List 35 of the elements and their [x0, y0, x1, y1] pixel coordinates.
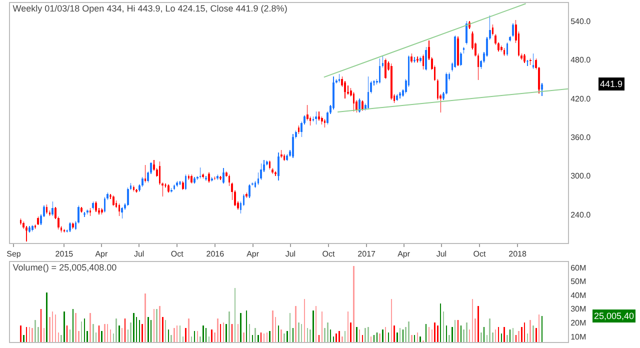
- y-tick-label: 480.0: [570, 56, 592, 65]
- y-tick-label: 50M: [570, 277, 586, 286]
- candlestick: [416, 56, 418, 62]
- y-tick-label: 360.0: [570, 132, 592, 142]
- y-tick-label: 300.0: [570, 172, 592, 181]
- x-tick-label: Jul: [285, 250, 296, 259]
- candlestick: [399, 92, 401, 98]
- x-tick-label: Oct: [322, 250, 336, 259]
- x-tick-label: Jul: [134, 250, 144, 259]
- x-tick-label: Sep: [6, 250, 22, 259]
- x-tick-label: Apr: [398, 250, 410, 259]
- y-tick-label: 240.0: [570, 210, 592, 220]
- candlestick: [220, 176, 222, 180]
- x-tick-label: Apr: [246, 250, 260, 259]
- x-tick-label: Oct: [473, 250, 486, 259]
- y-tick-label: 420.0: [570, 94, 592, 104]
- x-tick-label: 2015: [55, 250, 74, 259]
- text: 441.9: [600, 79, 623, 89]
- x-tick-label: Jul: [436, 250, 447, 259]
- chart-title: Volume() = 25,005,408.00: [12, 262, 117, 272]
- y-tick-label: 60M: [570, 263, 586, 272]
- y-tick-label: 20M: [570, 318, 586, 328]
- x-tick-label: 2017: [358, 250, 376, 259]
- candlestick: [274, 171, 276, 176]
- y-tick-label: 10M: [570, 332, 586, 342]
- x-tick-label: Oct: [170, 250, 184, 259]
- text: 25,005,40: [594, 311, 634, 321]
- candlestick: [318, 111, 320, 120]
- x-tick-label: 2018: [508, 250, 527, 259]
- y-tick-label: 540.0: [570, 16, 592, 26]
- x-tick-label: Apr: [95, 250, 108, 259]
- y-tick-label: 40M: [570, 290, 586, 300]
- y-tick-label: 30M: [570, 304, 586, 314]
- x-tick-label: 2016: [206, 250, 225, 259]
- chart-title: Weekly 01/03/18 Open 434, Hi 443.9, Lo 424.15, Close 441.9 (2.8%): [12, 3, 288, 14]
